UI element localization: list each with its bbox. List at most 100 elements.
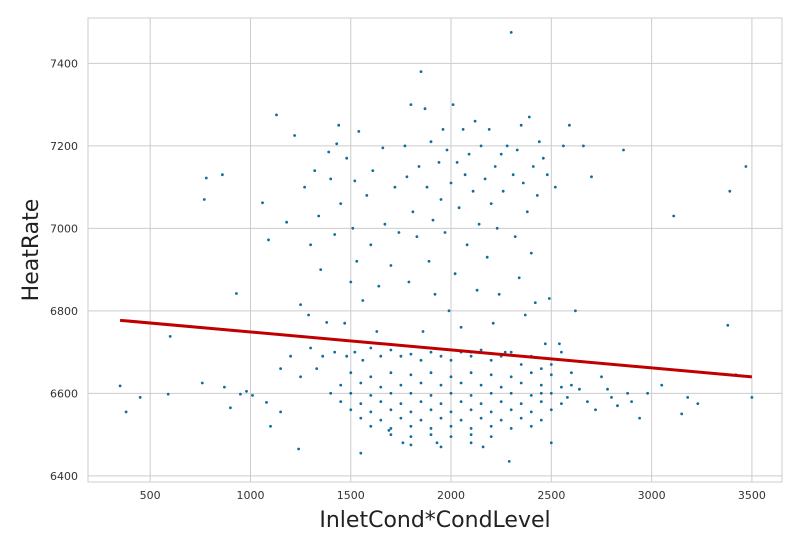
- data-point: [459, 381, 463, 385]
- data-point: [517, 276, 521, 280]
- data-point: [439, 402, 443, 405]
- data-point: [409, 424, 413, 428]
- data-point: [329, 177, 333, 181]
- data-point: [345, 156, 349, 160]
- data-point: [118, 384, 122, 388]
- data-point: [449, 435, 453, 438]
- plot-area: [87, 17, 783, 483]
- data-point: [345, 354, 349, 358]
- data-point: [439, 445, 443, 449]
- data-point: [369, 410, 373, 414]
- data-point: [204, 176, 208, 180]
- data-point: [469, 394, 473, 397]
- data-point: [429, 427, 433, 430]
- data-point: [339, 400, 343, 403]
- data-point: [439, 416, 443, 420]
- data-point: [513, 235, 517, 239]
- data-point: [329, 391, 333, 395]
- data-point: [279, 410, 282, 414]
- data-point: [379, 385, 383, 389]
- data-point: [439, 383, 443, 387]
- data-point: [630, 400, 633, 403]
- data-point: [672, 214, 676, 218]
- data-point: [429, 433, 433, 436]
- data-point: [578, 387, 581, 391]
- y-tick-label: 7400: [50, 57, 78, 70]
- data-point: [359, 416, 363, 420]
- data-point: [489, 373, 493, 377]
- x-axis-title: InletCond*CondLevel: [319, 508, 550, 533]
- data-point: [433, 292, 437, 296]
- data-point: [389, 391, 393, 395]
- data-point: [558, 342, 561, 346]
- data-point: [353, 179, 357, 183]
- data-point: [728, 189, 732, 193]
- data-point: [553, 185, 557, 189]
- data-point: [582, 144, 585, 148]
- data-point: [616, 404, 619, 408]
- data-point: [566, 396, 569, 399]
- data-point: [407, 280, 411, 284]
- data-point: [495, 226, 499, 230]
- data-point: [437, 161, 441, 164]
- data-point: [549, 441, 553, 445]
- data-point: [303, 185, 306, 189]
- data-point: [457, 206, 461, 210]
- data-point: [313, 169, 317, 173]
- data-point: [519, 363, 523, 366]
- data-point: [375, 330, 379, 333]
- data-point: [389, 348, 393, 352]
- data-point: [168, 335, 172, 338]
- data-point: [349, 408, 353, 412]
- data-point: [519, 402, 523, 405]
- data-point: [686, 396, 690, 399]
- data-point: [509, 408, 513, 412]
- data-point: [419, 381, 423, 385]
- data-point: [461, 127, 465, 131]
- data-point: [483, 177, 487, 181]
- data-point: [275, 113, 278, 117]
- data-point: [389, 264, 393, 267]
- x-tick-label: 500: [140, 489, 161, 502]
- data-point: [269, 424, 272, 428]
- data-point: [491, 321, 495, 325]
- data-point: [660, 383, 664, 387]
- data-point: [473, 119, 477, 123]
- data-point: [371, 169, 375, 173]
- data-point: [439, 354, 443, 358]
- data-point: [369, 375, 373, 379]
- data-point: [417, 165, 421, 168]
- data-point: [439, 198, 443, 201]
- data-point: [353, 350, 357, 354]
- y-tick-label: 7200: [50, 140, 78, 153]
- data-point: [726, 323, 730, 327]
- data-point: [507, 460, 511, 463]
- data-point: [307, 313, 310, 317]
- data-point: [539, 391, 543, 395]
- data-point: [333, 350, 337, 354]
- data-point: [379, 354, 383, 358]
- data-point: [509, 427, 513, 430]
- data-point: [638, 416, 641, 420]
- data-point: [459, 400, 463, 403]
- data-point: [610, 396, 613, 399]
- data-point: [443, 231, 447, 234]
- data-point: [529, 424, 533, 428]
- data-point: [531, 165, 535, 168]
- data-point: [521, 181, 525, 185]
- x-tick-label: 3500: [738, 489, 766, 502]
- data-point: [626, 391, 629, 395]
- data-point: [535, 194, 539, 197]
- fit-line-layer: [119, 318, 753, 379]
- data-point: [349, 280, 353, 284]
- data-point: [403, 144, 407, 148]
- data-point: [405, 175, 409, 179]
- data-point: [409, 443, 413, 447]
- data-point: [475, 288, 479, 292]
- data-point: [449, 375, 453, 379]
- data-point: [357, 130, 361, 133]
- data-point: [568, 123, 571, 127]
- data-point: [429, 408, 433, 412]
- data-point: [471, 189, 475, 193]
- data-point: [493, 165, 497, 168]
